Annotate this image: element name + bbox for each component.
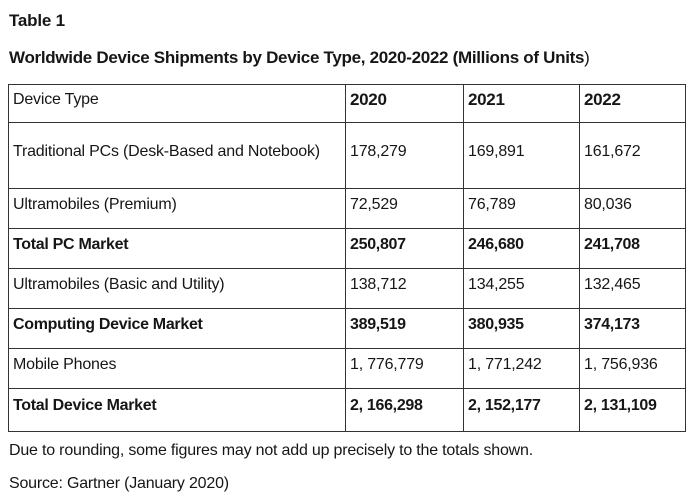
table-row-computing-device-market: Computing Device Market 389,519 380,935 … [8,308,686,349]
table-header-row: Device Type 2020 2021 2022 [8,84,686,123]
cell-value: 76,789 [463,188,580,229]
cell-value: 250,807 [345,228,464,269]
cell-value: 1, 771,242 [463,348,580,389]
column-header-device-type: Device Type [8,84,346,123]
row-label: Ultramobiles (Basic and Utility) [8,268,346,309]
table-row-total-pc-market: Total PC Market 250,807 246,680 241,708 [8,228,686,269]
cell-value: 380,935 [463,308,580,349]
row-label: Ultramobiles (Premium) [8,188,346,229]
table-row-ultramobiles-basic: Ultramobiles (Basic and Utility) 138,712… [8,268,686,309]
row-label: Total PC Market [8,228,346,269]
cell-value: 132,465 [579,268,686,309]
page-title-paren: ) [584,48,590,67]
cell-value: 2, 152,177 [463,388,580,432]
page-title-main: Worldwide Device Shipments by Device Typ… [9,48,585,67]
table-label: Table 1 [9,11,65,30]
table-row-mobile-phones: Mobile Phones 1, 776,779 1, 771,242 1, 7… [8,348,686,389]
cell-value: 169,891 [463,122,580,189]
cell-value: 2, 166,298 [345,388,464,432]
cell-value: 134,255 [463,268,580,309]
table-row-total-device-market: Total Device Market 2, 166,298 2, 152,17… [8,388,686,432]
cell-value: 241,708 [579,228,686,269]
page-title: Worldwide Device Shipments by Device Typ… [9,47,685,68]
cell-value: 1, 756,936 [579,348,686,389]
column-header-2021: 2021 [463,84,580,123]
row-label: Mobile Phones [8,348,346,389]
row-label: Total Device Market [8,388,346,432]
cell-value: 1, 776,779 [345,348,464,389]
row-label: Traditional PCs (Desk-Based and Notebook… [8,122,346,189]
table-row-ultramobiles-premium: Ultramobiles (Premium) 72,529 76,789 80,… [8,188,686,229]
cell-value: 178,279 [345,122,464,189]
row-label: Computing Device Market [8,308,346,349]
cell-value: 374,173 [579,308,686,349]
column-header-2022: 2022 [579,84,686,123]
cell-value: 2, 131,109 [579,388,686,432]
cell-value: 80,036 [579,188,686,229]
table-row-traditional-pcs: Traditional PCs (Desk-Based and Notebook… [8,122,686,189]
source-citation: Source: Gartner (January 2020) [9,475,229,492]
cell-value: 246,680 [463,228,580,269]
cell-value: 161,672 [579,122,686,189]
cell-value: 389,519 [345,308,464,349]
column-header-2020: 2020 [345,84,464,123]
cell-value: 72,529 [345,188,464,229]
rounding-note: Due to rounding, some figures may not ad… [9,442,533,459]
device-shipments-table: Device Type 2020 2021 2022 Traditional P… [8,84,686,432]
cell-value: 138,712 [345,268,464,309]
